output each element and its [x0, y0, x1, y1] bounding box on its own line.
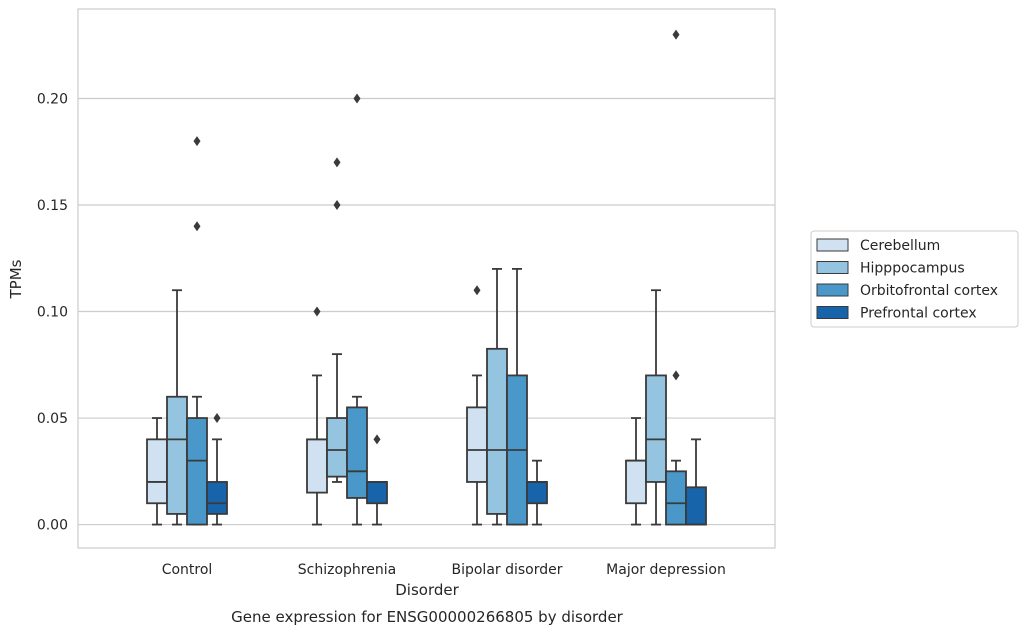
- legend-label: Prefrontal cortex: [860, 306, 977, 322]
- plot-frame: [77, 8, 776, 549]
- box-1-3: [645, 289, 667, 526]
- legend-swatch: [816, 306, 849, 319]
- iqr-box: [186, 417, 208, 526]
- box-3-1: [366, 434, 388, 526]
- iqr-box: [486, 347, 508, 515]
- iqr-box: [526, 481, 548, 505]
- outlier-marker: [313, 306, 321, 317]
- chart-caption: Gene expression for ENSG00000266805 by d…: [231, 608, 624, 626]
- outlier-marker: [333, 157, 341, 168]
- outlier-marker: [373, 434, 381, 445]
- box-3-0: [206, 413, 228, 526]
- box-2-0: [186, 136, 208, 526]
- legend-label: Cerebellum: [860, 238, 940, 254]
- box-series: [146, 29, 707, 526]
- iqr-box: [366, 481, 388, 505]
- legend-swatch: [816, 261, 849, 274]
- iqr-box: [645, 374, 667, 483]
- y-tick-label: 0.10: [37, 305, 68, 321]
- iqr-box: [625, 459, 647, 505]
- legend-label: Hipppocampus: [860, 261, 965, 277]
- legend-swatch: [816, 238, 849, 252]
- outlier-marker: [672, 29, 680, 40]
- outlier-marker: [333, 200, 341, 210]
- legend-label: Orbitofrontal cortex: [860, 283, 998, 299]
- legend-swatch: [816, 283, 849, 297]
- box-1-2: [486, 268, 508, 526]
- y-tick-label: 0.05: [37, 411, 68, 427]
- iqr-box: [466, 406, 488, 483]
- outlier-marker: [213, 413, 221, 424]
- box-0-3: [625, 417, 647, 526]
- iqr-box: [346, 406, 368, 499]
- iqr-box: [685, 486, 707, 526]
- outlier-marker: [473, 285, 481, 296]
- x-tick-label: Schizophrenia: [298, 562, 396, 578]
- iqr-box: [665, 470, 687, 526]
- box-0-0: [146, 417, 168, 526]
- y-tick-label: 0.15: [37, 198, 68, 214]
- box-3-2: [526, 459, 548, 526]
- x-tick-label: Major depression: [606, 562, 726, 578]
- box-2-3: [665, 29, 687, 526]
- iqr-box: [146, 438, 168, 505]
- outlier-marker: [353, 93, 361, 104]
- y-axis-ticks: 0.00 0.05 0.10 0.15 0.20: [37, 91, 68, 533]
- outlier-marker: [193, 136, 201, 147]
- box-1-0: [166, 289, 188, 526]
- iqr-box: [166, 395, 188, 515]
- box-2-2: [506, 268, 528, 526]
- x-tick-label: Control: [162, 562, 213, 578]
- y-axis-label: TPMs: [7, 259, 25, 299]
- box-2-1: [346, 93, 368, 526]
- box-3-3: [685, 438, 707, 526]
- outlier-marker: [672, 370, 680, 381]
- x-tick-label: Bipolar disorder: [451, 562, 562, 578]
- legend-frame: [810, 230, 1019, 328]
- y-tick-label: 0.00: [37, 518, 68, 534]
- y-tick-label: 0.20: [37, 91, 68, 107]
- box-0-1: [306, 306, 328, 526]
- iqr-box: [326, 417, 348, 478]
- legend: Cerebellum Hipppocampus Orbitofrontal cort…: [810, 230, 1019, 328]
- iqr-box: [306, 438, 328, 494]
- x-axis-ticks: Control Schizophrenia Bipolar disorder Majo…: [162, 562, 726, 578]
- box-1-1: [326, 157, 348, 483]
- x-axis-label: Disorder: [395, 581, 459, 599]
- iqr-box: [206, 481, 228, 515]
- box-0-2: [466, 285, 488, 526]
- outlier-marker: [193, 221, 201, 232]
